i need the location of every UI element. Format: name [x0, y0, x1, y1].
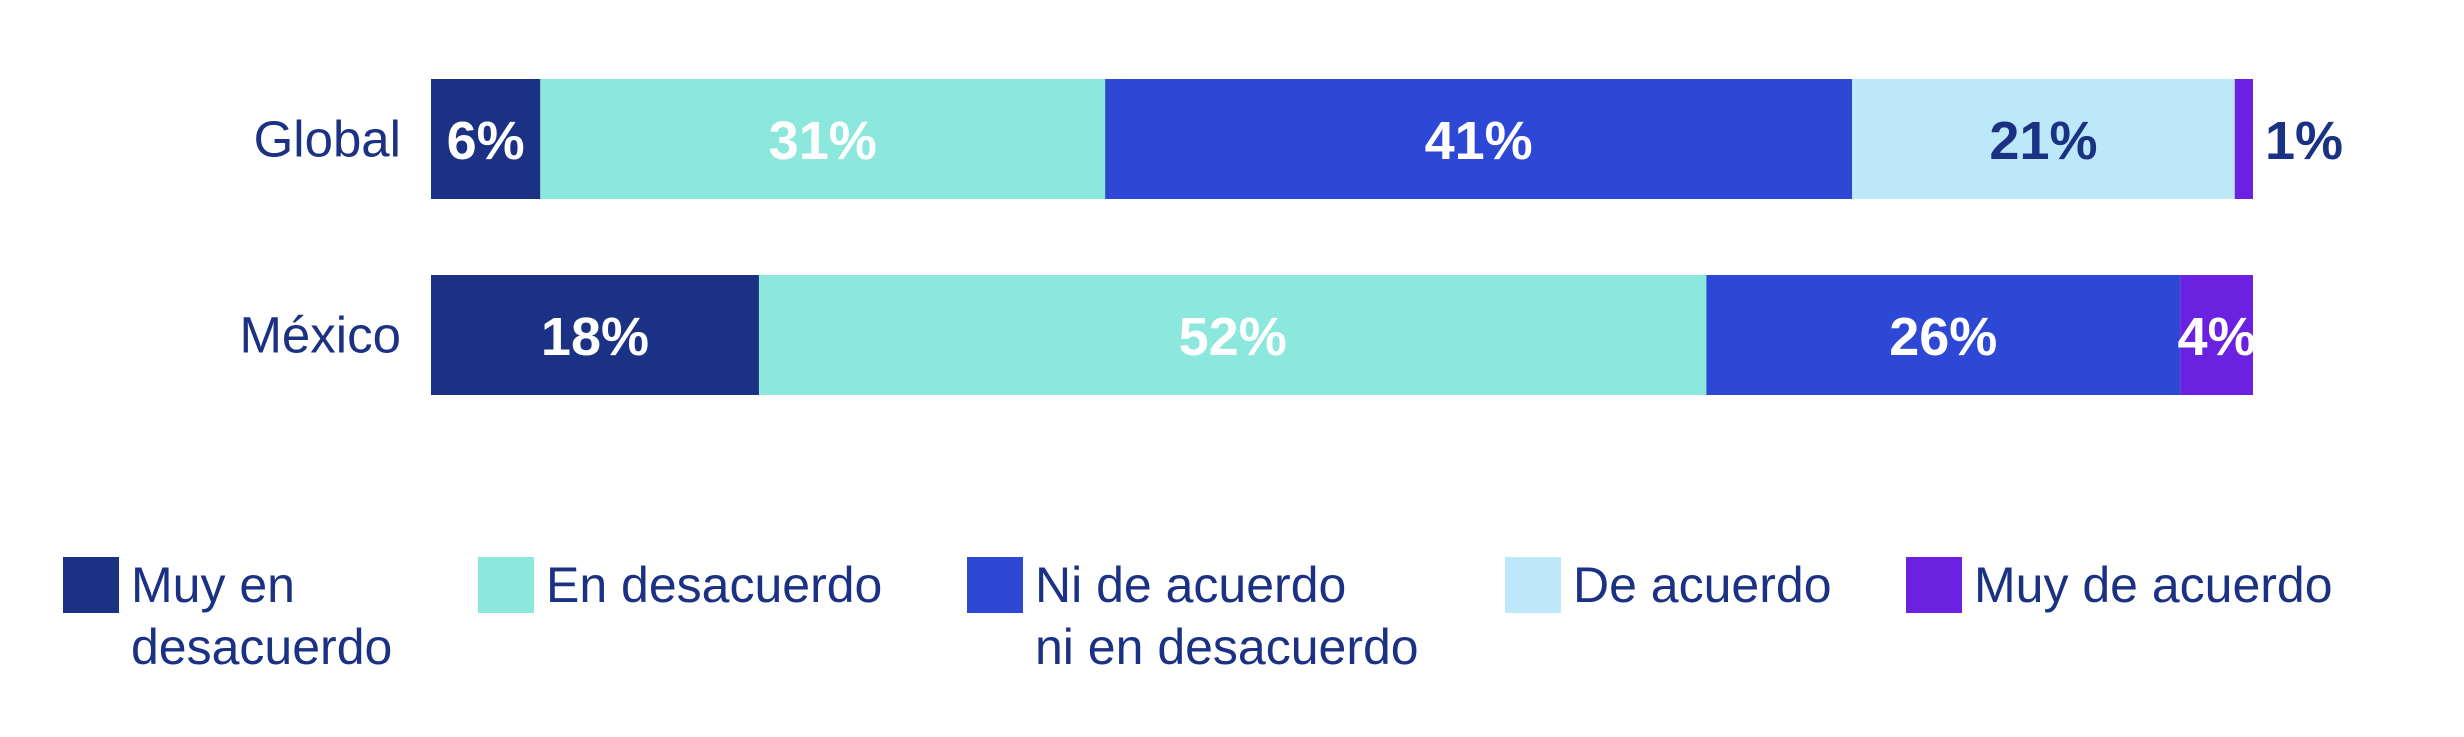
- legend-swatch-muy-en-desacuerdo: [63, 557, 119, 613]
- legend-label-ni-de-acuerdo-ni-en-desacuerdo-line-2: ni en desacuerdo: [1035, 619, 1419, 675]
- legend-item-en-desacuerdo: En desacuerdo: [478, 557, 882, 613]
- legend-item-ni-de-acuerdo-ni-en-desacuerdo: Ni de acuerdo ni en desacuerdo: [967, 557, 1419, 675]
- data-label-global-muy-en-desacuerdo: 6%: [447, 111, 525, 171]
- legend-item-muy-de-acuerdo: Muy de acuerdo: [1906, 557, 2333, 613]
- legend-label-muy-en-desacuerdo-line-2: desacuerdo: [131, 619, 392, 675]
- legend-item-muy-en-desacuerdo: Muy en desacuerdo: [63, 557, 392, 675]
- category-label-mexico: México: [239, 307, 401, 364]
- bar-global-muy-en-desacuerdo: [431, 79, 541, 199]
- legend-label-muy-en-desacuerdo-line-1: Muy en: [131, 557, 295, 613]
- category-label-global: Global: [254, 111, 401, 168]
- category-labels-layer: Global México: [239, 111, 401, 364]
- legend-label-en-desacuerdo-line-1: En desacuerdo: [546, 557, 882, 613]
- data-label-global-en-desacuerdo: 31%: [769, 111, 877, 171]
- legend-swatch-muy-de-acuerdo: [1906, 557, 1962, 613]
- data-label-mexico-muy-en-desacuerdo: 18%: [541, 307, 649, 367]
- bar-global-ni-de-acuerdo-ni-en-desacuerdo: [1105, 79, 1853, 199]
- legend: Muy en desacuerdo En desacuerdo Ni de acuer…: [63, 557, 2333, 675]
- bars-layer: [431, 79, 2253, 395]
- bar-mexico-ni-de-acuerdo-ni-en-desacuerdo: [1706, 275, 2181, 395]
- bar-global-muy-de-acuerdo: [2234, 79, 2253, 199]
- legend-swatch-en-desacuerdo: [478, 557, 534, 613]
- legend-swatch-ni-de-acuerdo-ni-en-desacuerdo: [967, 557, 1023, 613]
- bar-mexico-muy-de-acuerdo: [2180, 275, 2253, 395]
- data-label-global-muy-de-acuerdo: 1%: [2265, 111, 2343, 171]
- legend-label-ni-de-acuerdo-ni-en-desacuerdo-line-1: Ni de acuerdo: [1035, 557, 1346, 613]
- bar-global-de-acuerdo: [1852, 79, 2235, 199]
- legend-item-de-acuerdo: De acuerdo: [1505, 557, 1832, 613]
- legend-label-de-acuerdo-line-1: De acuerdo: [1573, 557, 1832, 613]
- bar-global-en-desacuerdo: [540, 79, 1106, 199]
- bar-mexico-en-desacuerdo: [758, 275, 1707, 395]
- data-labels-layer: 6% 31% 41% 21% 1% 18% 52% 26% 4%: [447, 111, 2343, 367]
- legend-label-muy-de-acuerdo-line-1: Muy de acuerdo: [1974, 557, 2333, 613]
- bar-mexico-muy-en-desacuerdo: [431, 275, 759, 395]
- legend-swatch-de-acuerdo: [1505, 557, 1561, 613]
- data-label-global-de-acuerdo: 21%: [1989, 111, 2097, 171]
- data-label-mexico-en-desacuerdo: 52%: [1179, 307, 1287, 367]
- data-label-global-ni-de-acuerdo-ni-en-desacuerdo: 41%: [1425, 111, 1533, 171]
- data-label-mexico-muy-de-acuerdo: 4%: [2178, 307, 2256, 367]
- data-label-mexico-ni-de-acuerdo-ni-en-desacuerdo: 26%: [1889, 307, 1997, 367]
